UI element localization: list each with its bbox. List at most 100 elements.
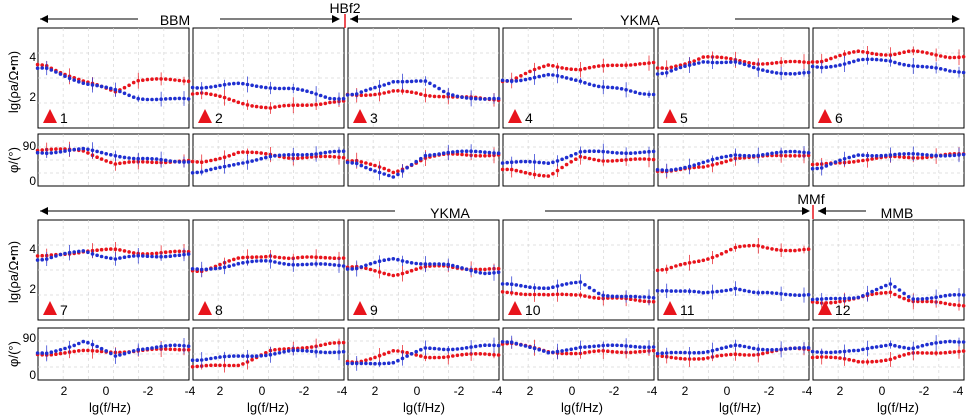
station-3-rho-yx-point — [441, 89, 446, 94]
station-4-rho-xy-point — [519, 74, 523, 78]
station-10-phase-xy-point — [569, 351, 573, 356]
station-12-phase-xy-point — [847, 357, 851, 362]
station-6-rho-yx-point — [870, 57, 874, 62]
station-2-phase-xy-point — [250, 150, 254, 155]
station-5-rho-yx-point — [724, 60, 728, 65]
station-10-phase-xy-point — [606, 349, 610, 354]
station-3-phase-yx-point — [414, 159, 419, 164]
station-10-phase-yx-point — [528, 345, 532, 350]
station-6-rho-yx-point — [810, 64, 815, 69]
station-12-rho-yx-point — [948, 293, 952, 297]
station-12-phase-xy-point — [916, 351, 920, 355]
station-6-rho-xy-point — [920, 50, 925, 54]
station-2-phase-xy-point — [241, 150, 245, 154]
station-5-phase-xy-point — [724, 159, 728, 164]
station-4-rho-yx-point — [638, 91, 642, 96]
station-11-rho-yx-point — [706, 290, 710, 295]
station-5-rho-xy-point — [729, 57, 733, 61]
station-1-phase-yx-point — [136, 156, 140, 161]
station-6-phase-yx-point — [929, 153, 934, 158]
station-7-rho-xy-point — [154, 251, 159, 256]
station-8-rho-xy-point — [245, 255, 250, 260]
station-4-rho-xy-point — [546, 63, 551, 67]
station-1-rho-xy-point — [154, 77, 159, 81]
region-annotations-bottom: YKMA MMf MMB — [40, 191, 913, 221]
station-2-phase-yx-point — [273, 154, 277, 158]
station-1-phase-yx-point — [141, 156, 145, 161]
station-1-rho-xy-point — [150, 77, 154, 81]
station-9-phase-yx-point — [478, 343, 483, 348]
station-12-rho-yx-point — [824, 296, 829, 301]
station-12-phase-xy-point — [874, 359, 879, 364]
station-6-rho-xy-point — [856, 49, 861, 53]
station-2-phase-yx-point — [227, 163, 231, 168]
station-4-rho-xy-point — [542, 64, 546, 69]
station-5-phase-yx-point — [710, 157, 715, 162]
station-4-phase-yx-point — [532, 160, 537, 164]
station-11-phase-xy-point — [687, 357, 692, 361]
station-2-rho-xy-point — [286, 103, 291, 108]
x-tick-m4-col1: -4 — [185, 384, 196, 398]
station-8-phase-xy-point — [227, 363, 231, 368]
station-6-rho-xy-point — [893, 52, 897, 57]
station-12-rho-xy-point — [815, 300, 819, 305]
station-2-triangle-marker — [198, 109, 212, 123]
station-12-rho-xy-point — [957, 303, 961, 308]
station-3-rho-yx-point — [382, 83, 387, 87]
station-1-phase-xy-point — [95, 155, 99, 159]
station-12-phase-yx-point — [815, 350, 819, 354]
station-9-phase-yx-point — [382, 361, 387, 366]
station-12-phase-yx-point — [829, 350, 833, 355]
station-9-rho-xy-point — [405, 270, 409, 275]
station-9-phase-xy-point — [382, 352, 387, 356]
station-6-phase-yx-point — [925, 153, 929, 157]
station-10-phase-yx-point — [555, 349, 560, 354]
station-4-rho-xy-point — [596, 64, 601, 68]
station-4-phase-yx-point — [633, 151, 638, 155]
station-10-phase-yx-point — [551, 350, 555, 355]
station-2-rho-yx-point — [300, 88, 305, 92]
station-11-phase-xy-point — [660, 354, 664, 359]
station-5-rho-yx-point — [660, 71, 664, 76]
x-tick-0-col6: 0 — [879, 384, 886, 398]
station-5-phase-xy-point — [738, 156, 742, 160]
station-5-rho-yx-point — [783, 71, 788, 76]
station-5-rho-yx-point — [664, 71, 669, 75]
station-9-phase-yx-point — [437, 347, 441, 351]
station-10-rho-yx-point — [551, 285, 555, 290]
station-12-rho-yx-point — [847, 296, 851, 301]
station-7-phase-yx-point — [49, 350, 54, 355]
station-5-rho-xy-point — [797, 59, 802, 64]
x-tick-2-col6: 2 — [837, 384, 844, 398]
station-3-label: 3 — [370, 110, 378, 126]
station-7-rho-xy-point — [104, 247, 108, 252]
station-5-rho-yx-point — [692, 62, 696, 66]
station-9-phase-yx-point — [350, 361, 355, 366]
station-9-phase-xy-point — [396, 349, 400, 353]
station-12-rho-yx-point — [856, 295, 861, 300]
station-7-phase-yx-point — [136, 347, 140, 352]
station-5-rho-yx-point — [683, 64, 687, 68]
station-6-phase-yx-point — [906, 152, 911, 156]
station-11-rho-xy-point — [747, 243, 751, 248]
station-6-rho-yx-point — [884, 58, 888, 63]
station-10-rho-xy-point — [633, 298, 638, 302]
station-2-phase-xy-point — [254, 150, 259, 155]
station-8-rho-xy-point — [300, 255, 305, 259]
station-5-phase-yx-point — [779, 150, 783, 154]
station-8-phase-yx-point — [318, 350, 323, 354]
station-8-rho-yx-point — [213, 266, 218, 271]
station-2-rho-yx-point — [282, 86, 286, 91]
station-2-rho-yx-point — [204, 85, 209, 90]
station-11-phase-xy-point — [765, 350, 770, 355]
station-12-phase-yx-point — [847, 349, 851, 353]
station-3-rho-xy-point — [405, 89, 409, 94]
station-12-phase-xy-point — [879, 359, 883, 363]
station-7-rho-yx-point — [35, 258, 40, 262]
station-7-resistivity-panel: 7 — [35, 219, 191, 321]
station-7-phase-xy-point — [173, 347, 177, 352]
station-6-rho-xy-point — [810, 60, 815, 64]
station-12-phase-xy-point — [934, 351, 938, 355]
station-10-rho-yx-point — [606, 294, 610, 298]
station-1-rho-xy-point — [145, 77, 150, 82]
